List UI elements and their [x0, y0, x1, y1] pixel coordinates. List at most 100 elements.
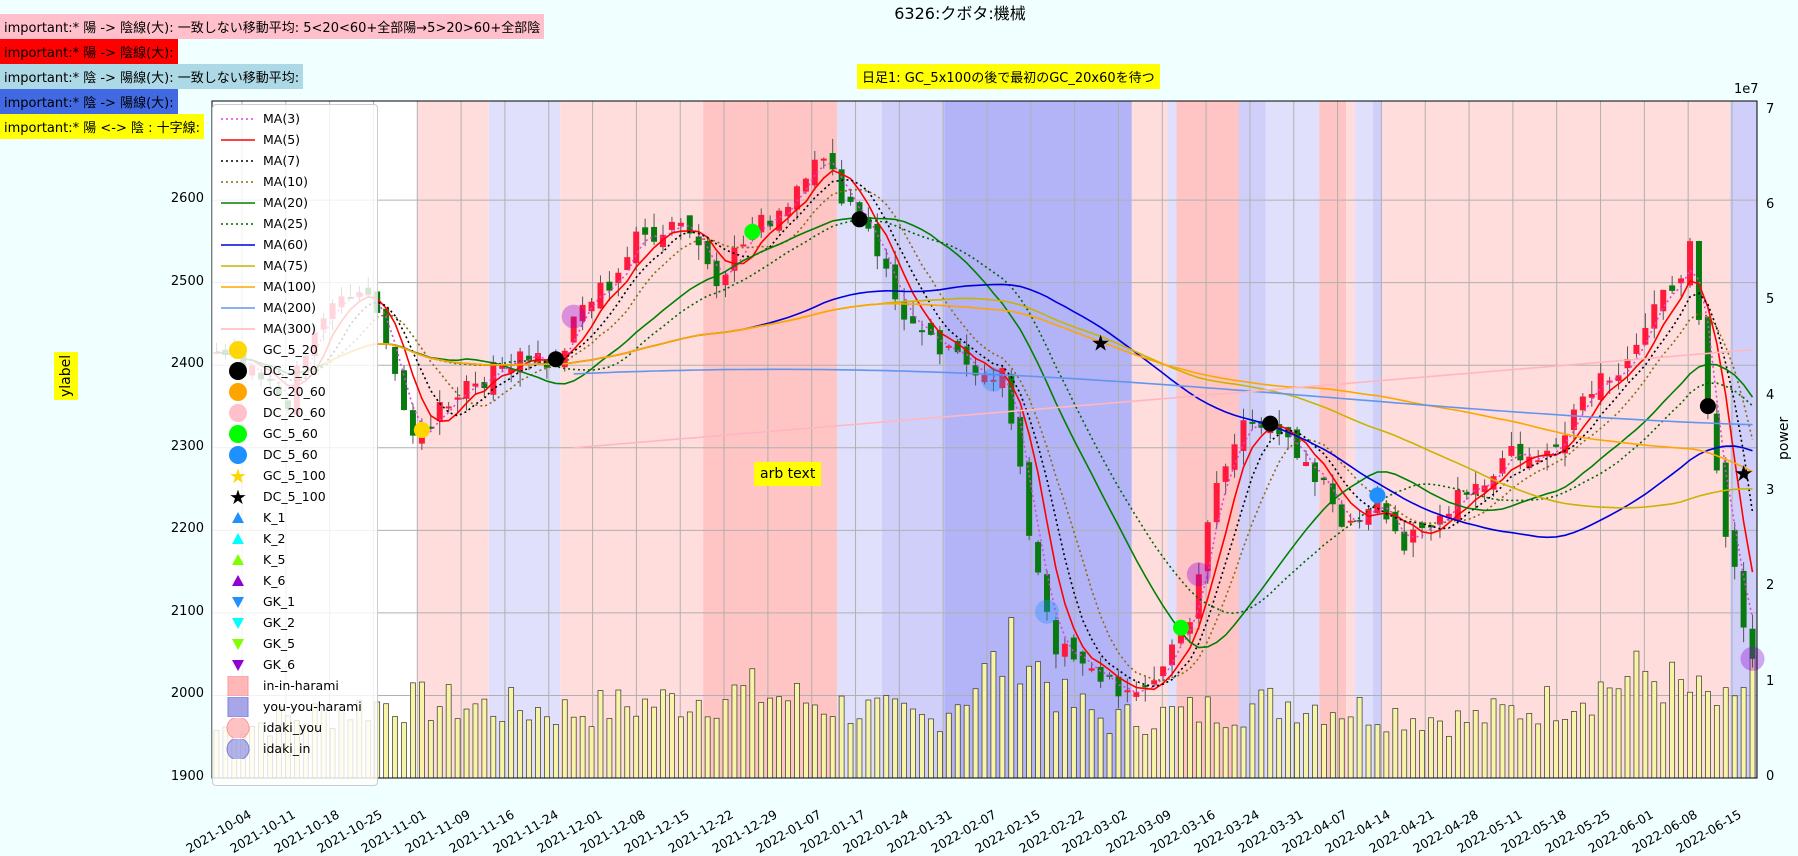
candle-body: [392, 346, 399, 374]
legend-symbol: [221, 529, 255, 549]
ma-line-MA10: [216, 188, 1754, 682]
legend-label: K_1: [263, 510, 286, 525]
volume-bar: [686, 711, 693, 779]
legend-symbol: [221, 298, 255, 318]
legend-item: MA(20): [213, 193, 377, 213]
legend-item: DC_5_20: [213, 361, 377, 381]
volume-bar: [1588, 714, 1595, 779]
volume-bar: [535, 707, 541, 779]
legend-label: K_6: [263, 573, 286, 588]
chart-title: 6326:クボタ:機械: [894, 4, 1026, 23]
volume-bar: [1294, 722, 1300, 779]
legend-item: K_5: [213, 550, 377, 570]
volume-bar: [704, 716, 711, 779]
volume-bar: [1517, 718, 1524, 779]
volume-bar: [579, 716, 586, 779]
legend-symbol: [221, 382, 255, 402]
volume-bar: [1312, 704, 1318, 779]
legend-symbol: [221, 655, 255, 675]
volume-bar: [561, 699, 568, 779]
volume-bar: [517, 710, 523, 779]
candle-body: [1383, 503, 1390, 520]
volume-bar: [1276, 718, 1283, 779]
volume-bar: [1642, 670, 1649, 779]
candle-body: [1204, 522, 1211, 572]
volume-bar: [829, 716, 836, 779]
legend-symbol: [221, 193, 255, 213]
volume-bar: [928, 718, 934, 779]
volume-bar: [526, 719, 532, 779]
volume-bar: [1472, 710, 1479, 779]
volume-bar: [1088, 709, 1095, 779]
left-tick-label: 2400: [170, 356, 204, 372]
volume-bar: [1499, 704, 1506, 779]
volume-bar: [1329, 712, 1336, 779]
volume-bar: [615, 689, 622, 779]
volume-bar: [1347, 716, 1354, 779]
volume-bar: [936, 731, 943, 779]
candle-body: [1258, 421, 1265, 428]
volume-bar: [803, 702, 809, 779]
legend-item: you-you-harami: [213, 696, 377, 718]
legend-symbol: [221, 445, 255, 465]
candle-body: [409, 410, 416, 436]
legend-label: GK_2: [263, 615, 296, 630]
idaki-marker: [561, 304, 586, 329]
candle-body: [1124, 690, 1131, 693]
legend-label: MA(25): [263, 216, 308, 231]
legend-symbol: [221, 151, 255, 171]
ma-line-MA20: [216, 217, 1754, 649]
ma-line-MA300: [573, 348, 1753, 449]
volume-bar: [731, 684, 738, 779]
legend-symbol: [221, 424, 255, 444]
legend-symbol: ★: [221, 485, 255, 509]
candle-body: [651, 226, 658, 242]
volume-bar: [1535, 723, 1542, 779]
candle-body: [990, 379, 997, 382]
volume-bar: [1035, 661, 1041, 779]
candle-body: [1535, 460, 1542, 463]
volume-bar: [1651, 681, 1658, 779]
volume-bar: [1454, 710, 1461, 779]
volume-bar: [1017, 683, 1024, 779]
candle-body: [1097, 666, 1104, 682]
candle-body: [972, 365, 979, 376]
candle-body: [1597, 373, 1604, 400]
volume-bar: [776, 696, 782, 779]
legend-item: GK_1: [213, 592, 377, 612]
candle-body: [1329, 483, 1336, 505]
volume-bar: [1169, 706, 1175, 779]
legend-label: MA(100): [263, 279, 316, 294]
legend-symbol: [221, 550, 255, 570]
volume-bar: [1249, 703, 1256, 779]
volume-bar: [419, 681, 425, 779]
volume-bar: [722, 699, 729, 779]
candle-body: [1347, 520, 1354, 523]
candle-body: [1651, 304, 1658, 329]
candle-body: [1624, 359, 1631, 369]
volume-bar: [1678, 679, 1684, 779]
legend-label: DC_20_60: [263, 405, 326, 420]
volume-bar: [1142, 734, 1149, 779]
candle-body: [1115, 676, 1122, 697]
volume-bar: [1562, 719, 1568, 779]
candle-body: [1615, 375, 1622, 381]
candle-body: [1213, 483, 1220, 523]
candle-body: [1320, 477, 1327, 481]
candle-body: [1410, 529, 1417, 543]
volume-bar: [883, 695, 890, 779]
candle-body: [1035, 542, 1042, 573]
volume-bar: [508, 687, 515, 779]
legend-label: MA(5): [263, 132, 301, 147]
left-tick-label: 2600: [170, 191, 204, 207]
volume-bar: [1463, 722, 1470, 779]
candle-body: [1445, 513, 1452, 519]
candle-body: [1508, 446, 1515, 456]
dc-5-100-star: ★: [1091, 331, 1111, 356]
volume-bar: [1624, 676, 1631, 779]
legend-item: GK_2: [213, 613, 377, 633]
dc-5-100-star: ★: [1734, 462, 1754, 487]
volume-bar: [820, 713, 827, 779]
left-tick-label: 2300: [170, 438, 204, 454]
